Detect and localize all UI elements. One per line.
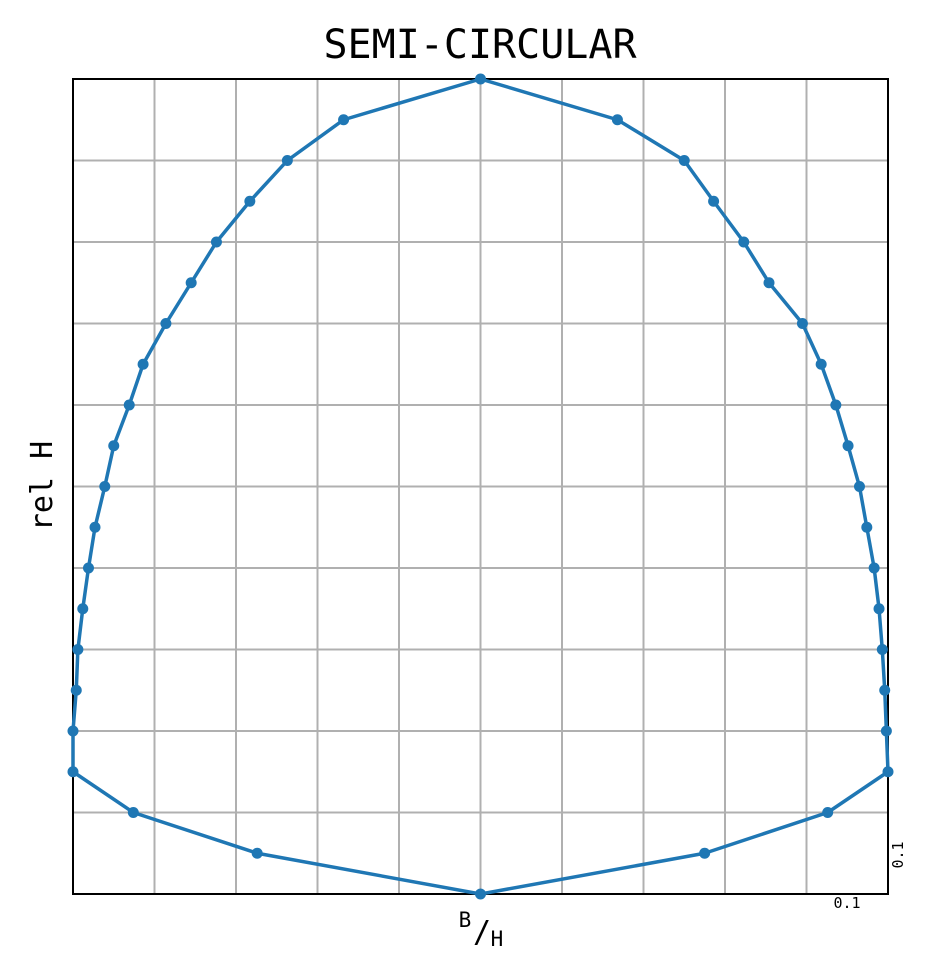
data-point — [67, 725, 79, 737]
x-axis-label-denominator: H — [491, 927, 504, 951]
data-point — [699, 847, 711, 859]
data-point — [475, 73, 486, 85]
data-point — [763, 277, 775, 289]
data-point — [89, 521, 101, 533]
data-point — [868, 562, 880, 574]
data-point — [70, 684, 82, 696]
data-point — [873, 603, 885, 615]
grid — [73, 79, 888, 894]
data-point — [160, 318, 172, 329]
data-point — [210, 236, 222, 248]
x-axis-label: B / H — [459, 908, 504, 951]
data-point — [796, 318, 808, 329]
data-point — [853, 481, 865, 492]
data-point — [822, 807, 834, 818]
data-point — [281, 155, 293, 166]
data-point — [251, 847, 263, 859]
x-scale-label: 0.1 — [833, 894, 860, 912]
data-point — [842, 440, 854, 452]
data-point — [244, 195, 256, 207]
x-axis-label-numerator: B — [459, 908, 472, 932]
data-point — [185, 277, 197, 289]
y-axis-label: rel H — [25, 441, 60, 531]
data-point — [815, 358, 827, 370]
data-point — [137, 358, 149, 370]
data-point — [879, 684, 891, 696]
data-point — [67, 766, 79, 778]
data-point — [82, 562, 94, 574]
data-point — [861, 521, 873, 533]
y-scale-label: 0.1 — [889, 841, 907, 868]
series-layer — [67, 73, 894, 900]
data-point — [876, 644, 888, 655]
data-point — [72, 644, 84, 655]
data-point — [475, 888, 486, 900]
data-point — [123, 399, 135, 411]
data-point — [882, 766, 894, 778]
x-axis-label-slash: / — [473, 915, 491, 950]
data-point — [108, 440, 120, 452]
data-point — [678, 155, 690, 166]
data-point — [77, 603, 89, 615]
data-point — [708, 195, 720, 207]
data-point — [611, 114, 623, 126]
chart-title: SEMI-CIRCULAR — [323, 22, 637, 68]
data-point — [880, 725, 892, 737]
data-point — [738, 236, 750, 248]
data-point — [830, 399, 842, 411]
data-point — [99, 481, 111, 492]
data-point — [127, 807, 139, 818]
data-point — [338, 114, 350, 126]
